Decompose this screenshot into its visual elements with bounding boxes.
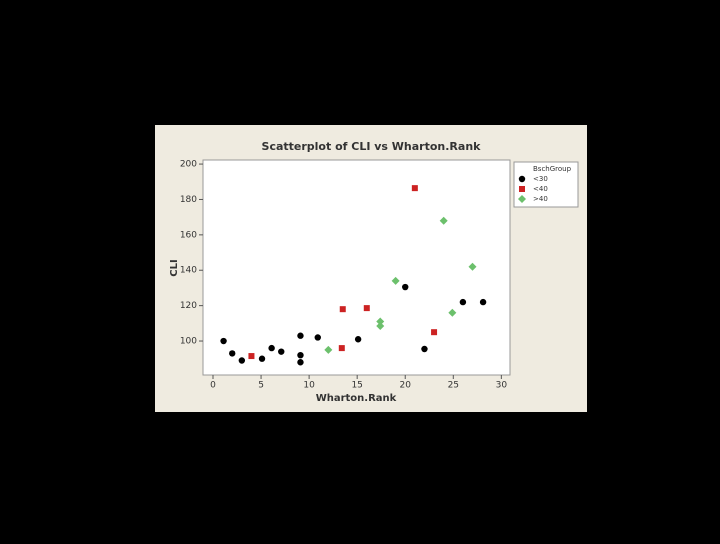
data-point (479, 298, 487, 306)
data-point (448, 308, 457, 317)
y-tick-label: 160 (180, 230, 197, 240)
data-point (439, 216, 448, 225)
x-tick-label: 15 (351, 381, 362, 391)
y-tick-label: 140 (180, 266, 197, 276)
x-tick-label: 20 (400, 381, 412, 391)
data-point (468, 262, 477, 271)
x-tick-label: 10 (303, 381, 315, 391)
data-point (220, 337, 227, 345)
x-tick-label: 0 (210, 381, 216, 391)
legend-marker (518, 195, 526, 203)
y-tick-label: 120 (180, 301, 197, 311)
data-point (339, 306, 346, 313)
legend-label: <40 (533, 185, 548, 193)
y-tick-label: 100 (180, 337, 197, 347)
x-tick-label: 25 (448, 381, 459, 391)
data-point (338, 345, 345, 352)
chart-title: Scatterplot of CLI vs Wharton.Rank (262, 140, 482, 153)
data-point (376, 317, 385, 326)
data-point (402, 283, 409, 291)
legend-label: <30 (533, 175, 548, 183)
legend-title: BschGroup (533, 165, 572, 173)
legend-label: >40 (533, 195, 548, 203)
x-tick-label: 5 (258, 381, 264, 391)
data-point (238, 357, 246, 364)
x-tick-label: 30 (496, 381, 508, 391)
data-point (391, 276, 400, 285)
y-axis-label: CLI (169, 259, 180, 276)
x-axis-label: Wharton.Rank (316, 393, 397, 404)
data-point (421, 345, 428, 353)
data-point (248, 353, 255, 360)
data-point (411, 185, 418, 192)
data-point (278, 348, 285, 355)
data-point (268, 344, 275, 352)
legend-marker (519, 186, 525, 192)
data-point (297, 351, 304, 359)
data-point (431, 329, 438, 336)
data-point (354, 336, 362, 343)
y-tick-label: 200 (180, 160, 197, 170)
data-point (297, 359, 304, 366)
data-point (314, 334, 321, 341)
data-point (459, 298, 467, 306)
plot-area (202, 159, 511, 376)
data-point (229, 350, 236, 357)
data-point (258, 355, 266, 362)
data-point (363, 305, 370, 312)
data-point (324, 345, 333, 354)
y-tick-label: 180 (180, 195, 197, 205)
data-point (376, 321, 385, 330)
legend-marker (518, 175, 526, 183)
data-point (297, 332, 304, 339)
